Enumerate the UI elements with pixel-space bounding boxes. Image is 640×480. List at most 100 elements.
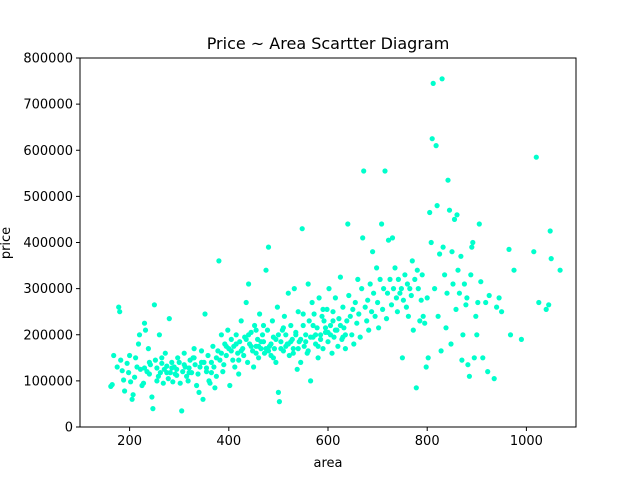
data-point <box>414 267 420 273</box>
data-point <box>531 249 537 255</box>
data-point <box>281 313 287 319</box>
data-point <box>350 306 356 312</box>
data-point <box>260 322 267 329</box>
data-point <box>121 377 127 383</box>
data-point <box>375 299 381 306</box>
data-point <box>154 365 160 371</box>
data-point <box>192 362 198 368</box>
data-point <box>474 332 480 338</box>
data-point <box>169 365 175 371</box>
data-point <box>241 352 247 359</box>
data-point <box>306 318 312 324</box>
x-axis-ticks: 200 400 600 800 1000 <box>117 427 543 449</box>
data-point <box>315 343 321 349</box>
data-point <box>344 318 350 324</box>
data-point <box>367 281 373 287</box>
data-point <box>394 309 400 315</box>
data-point <box>233 341 239 347</box>
data-point <box>184 373 190 379</box>
data-point <box>276 399 282 405</box>
data-point <box>325 339 331 345</box>
data-point <box>465 362 471 368</box>
data-point <box>285 341 291 347</box>
data-point <box>432 286 438 292</box>
plot-area <box>80 58 576 427</box>
data-point <box>111 352 117 359</box>
y-tick-label: 500000 <box>23 190 73 205</box>
data-point <box>236 357 242 363</box>
y-tick-label: 300000 <box>23 282 73 297</box>
data-point <box>360 235 366 241</box>
data-point <box>442 272 448 278</box>
data-point <box>180 369 186 375</box>
data-point <box>352 299 358 306</box>
data-point <box>491 376 497 382</box>
data-point <box>347 313 353 319</box>
data-point <box>506 246 512 252</box>
data-point <box>238 348 244 354</box>
data-point <box>176 359 182 365</box>
data-point <box>140 380 147 386</box>
data-point <box>473 313 479 319</box>
data-point <box>318 336 324 342</box>
data-point <box>410 327 416 333</box>
data-point <box>311 311 317 317</box>
data-point <box>191 346 197 352</box>
x-tick-label: 600 <box>316 434 341 449</box>
data-point <box>440 244 446 250</box>
x-tick-label: 200 <box>117 434 142 449</box>
data-point <box>466 373 472 379</box>
data-point <box>213 373 219 379</box>
data-point <box>203 369 210 375</box>
data-point <box>377 276 383 282</box>
data-point <box>141 365 148 371</box>
data-point <box>122 388 128 394</box>
data-point <box>427 209 433 216</box>
data-point <box>354 320 360 326</box>
chart-title: Price ~ Area Scartter Diagram <box>207 34 450 53</box>
data-point <box>463 302 469 308</box>
data-point <box>198 359 205 365</box>
data-point <box>430 80 436 86</box>
data-point <box>257 311 263 317</box>
data-point <box>329 350 335 356</box>
data-point <box>132 374 138 380</box>
data-point <box>305 348 311 354</box>
data-point <box>429 136 435 142</box>
data-point <box>327 322 334 329</box>
data-point <box>253 327 259 333</box>
data-point <box>203 365 210 371</box>
data-point <box>371 290 377 296</box>
data-point <box>318 332 324 338</box>
data-point <box>146 359 152 365</box>
data-point <box>439 76 445 82</box>
data-point <box>141 320 148 326</box>
data-point <box>227 382 233 389</box>
data-point <box>300 311 306 317</box>
data-point <box>330 318 336 324</box>
data-point <box>137 366 144 372</box>
data-point <box>332 295 338 301</box>
data-point <box>469 244 475 250</box>
data-point <box>485 369 491 375</box>
data-point <box>275 332 281 338</box>
data-point <box>349 332 355 338</box>
data-point <box>228 348 234 354</box>
data-point <box>194 382 200 389</box>
data-point <box>170 379 176 385</box>
x-axis-label: area <box>314 456 343 471</box>
data-point <box>233 332 239 338</box>
data-point <box>408 292 414 299</box>
data-point <box>451 216 458 222</box>
data-point <box>364 318 370 324</box>
data-point <box>419 272 425 278</box>
data-point <box>236 371 242 377</box>
data-point <box>483 299 489 306</box>
data-point <box>372 313 378 319</box>
data-point <box>370 249 376 255</box>
data-point <box>460 332 466 338</box>
data-point <box>314 325 320 331</box>
data-point <box>295 309 301 315</box>
data-point <box>268 341 274 347</box>
data-point <box>381 286 387 292</box>
